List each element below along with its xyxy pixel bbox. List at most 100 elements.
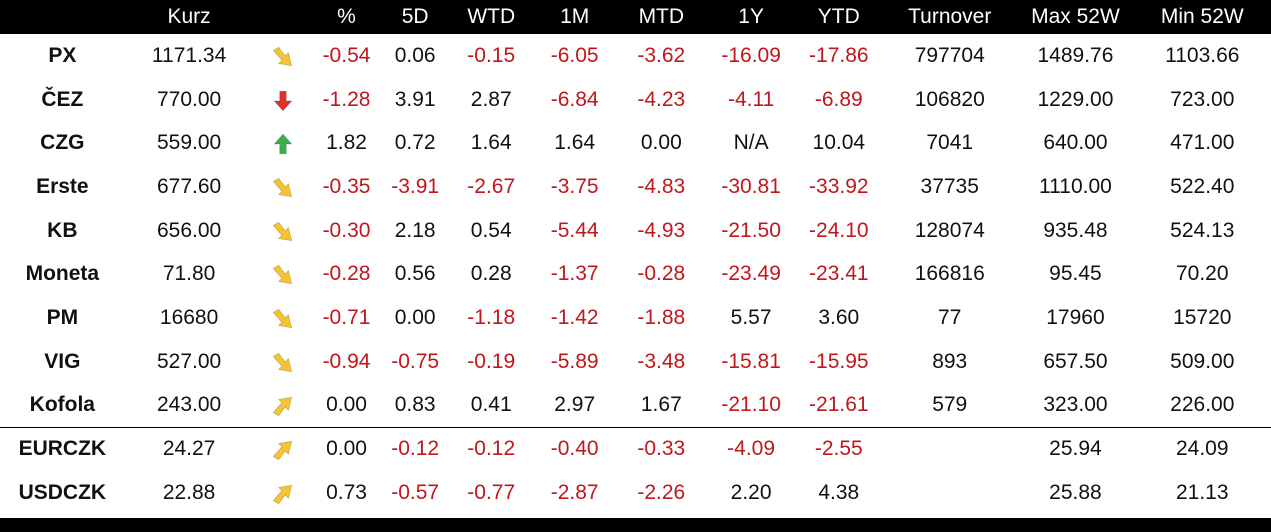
header-mtd: MTD — [638, 5, 685, 28]
instrument-name: Kofola — [29, 393, 95, 417]
table-row: PM 16680 -0.71 0.00 -1.18 -1.42 -1.88 5.57 3.60 7… — [0, 296, 1271, 340]
cell-mtd: -0.28 — [637, 262, 686, 286]
arrow-up-right-icon — [253, 426, 312, 471]
header-name — [0, 0, 125, 34]
cell-max52: 1229.00 — [1037, 87, 1114, 111]
cell-max52: 323.00 — [1043, 393, 1108, 417]
cell-max52: 640.00 — [1043, 131, 1108, 155]
table-row: EURCZK 24.27 0.00 -0.12 -0.12 -0.40 -0.33 -4.09… — [0, 426, 1271, 471]
instrument-name: EURCZK — [0, 426, 125, 471]
instrument-name: Moneta — [25, 262, 100, 286]
cell-y1: 2.20 — [730, 480, 772, 504]
cell-pct: -0.35 — [322, 174, 371, 198]
cell-y1: -4.11 — [727, 87, 775, 111]
cell-max52: 935.48 — [1043, 218, 1108, 242]
cell-kurz: 243.00 — [156, 393, 222, 417]
cell-max52: 1489.76 — [1037, 43, 1114, 67]
cell-d5: -3.91 — [391, 174, 440, 198]
cell-pct: 1.82 — [326, 131, 367, 155]
cell-pct: -0.54 — [322, 43, 371, 67]
cell-y1: N/A — [733, 131, 769, 155]
table-body: PX 1171.34 -0.54 0.06 -0.15 -6.05 -3.62 -16.09 -… — [0, 34, 1271, 515]
header-trend — [254, 0, 312, 34]
cell-ytd: -24.10 — [809, 218, 869, 242]
cell-m1: -6.05 — [550, 43, 599, 67]
cell-turnover: 37735 — [920, 174, 979, 198]
cell-m1: -3.75 — [550, 174, 599, 198]
header-kurz: Kurz — [167, 5, 211, 28]
cell-mtd: -4.23 — [637, 87, 686, 111]
cell-d5: -0.57 — [391, 480, 440, 504]
arrow-down-icon — [254, 78, 312, 122]
cell-d5: 0.72 — [394, 131, 436, 155]
header-5d: 5D — [401, 5, 429, 28]
cell-ytd: -21.61 — [809, 393, 869, 417]
arrow-down-right-icon — [254, 165, 312, 209]
cell-mtd: -1.88 — [637, 305, 686, 329]
cell-kurz: 22.88 — [162, 480, 216, 504]
cell-kurz: 559.00 — [156, 131, 222, 155]
cell-ytd: 10.04 — [812, 131, 866, 155]
cell-max52: 1110.00 — [1039, 174, 1112, 198]
cell-m1: -0.40 — [533, 426, 616, 471]
cell-kurz: 71.80 — [162, 262, 216, 286]
cell-y1: -4.09 — [706, 426, 796, 471]
cell-mtd: -3.48 — [637, 349, 686, 373]
arrow-up-icon — [254, 121, 312, 165]
table-row: Kofola 243.00 0.00 0.83 0.41 2.97 1.67 -21.10 -2… — [0, 384, 1271, 428]
cell-y1: -21.50 — [721, 218, 781, 242]
cell-pct: -1.28 — [322, 87, 371, 111]
cell-wtd: 2.87 — [470, 87, 512, 111]
cell-wtd: -2.67 — [467, 174, 516, 198]
instrument-name: USDCZK — [18, 480, 107, 504]
cell-turnover: 106820 — [914, 87, 985, 111]
cell-ytd: -6.89 — [814, 87, 863, 111]
arrow-down-right-icon — [254, 209, 312, 253]
cell-max52: 95.45 — [1049, 262, 1102, 286]
cell-m1: -1.37 — [550, 262, 599, 286]
cell-turnover: 166816 — [914, 262, 985, 286]
cell-wtd: -0.12 — [448, 426, 534, 471]
cell-min52: 226.00 — [1170, 393, 1235, 417]
header-ytd: YTD — [817, 5, 860, 28]
cell-d5: 0.00 — [394, 305, 436, 329]
cell-m1: -6.84 — [550, 87, 599, 111]
cell-y1: -16.09 — [721, 43, 781, 67]
cell-wtd: 1.64 — [470, 131, 512, 155]
cell-min52: 522.40 — [1170, 174, 1235, 198]
cell-kurz: 677.60 — [156, 174, 222, 198]
header-pct: % — [337, 5, 356, 28]
cell-ytd: 3.60 — [818, 305, 860, 329]
instrument-name: Erste — [36, 174, 89, 198]
cell-turnover: 893 — [932, 349, 968, 373]
cell-max52: 25.88 — [1049, 480, 1102, 504]
cell-wtd: -0.77 — [467, 480, 516, 504]
instrument-name: PM — [46, 305, 79, 329]
cell-min52: 509.00 — [1170, 349, 1235, 373]
arrow-down-right-icon — [254, 340, 312, 384]
header-1m: 1M — [560, 5, 590, 28]
cell-kurz: 527.00 — [156, 349, 222, 373]
arrow-down-right-icon — [254, 296, 312, 340]
cell-min52: 723.00 — [1170, 87, 1235, 111]
cell-ytd: -23.41 — [809, 262, 869, 286]
cell-y1: -30.81 — [721, 174, 781, 198]
cell-m1: -5.44 — [550, 218, 599, 242]
cell-turnover: 77 — [938, 305, 962, 329]
cell-pct: -0.71 — [322, 305, 371, 329]
table-row: VIG 527.00 -0.94 -0.75 -0.19 -5.89 -3.48 -15.81… — [0, 340, 1271, 384]
cell-pct: -0.28 — [322, 262, 371, 286]
cell-min52: 524.13 — [1170, 218, 1235, 242]
cell-min52: 15720 — [1173, 305, 1232, 329]
cell-turnover: 797704 — [914, 43, 985, 67]
arrow-down-right-icon — [254, 252, 312, 296]
header-min-52w: Min 52W — [1160, 5, 1244, 28]
cell-kurz: 24.27 — [124, 426, 254, 471]
cell-pct: -0.94 — [322, 349, 371, 373]
cell-max52: 17960 — [1046, 305, 1105, 329]
cell-d5: -0.12 — [381, 426, 449, 471]
cell-y1: -15.81 — [721, 349, 781, 373]
header-turnover: Turnover — [908, 5, 992, 28]
instrument-name: PX — [48, 43, 77, 67]
